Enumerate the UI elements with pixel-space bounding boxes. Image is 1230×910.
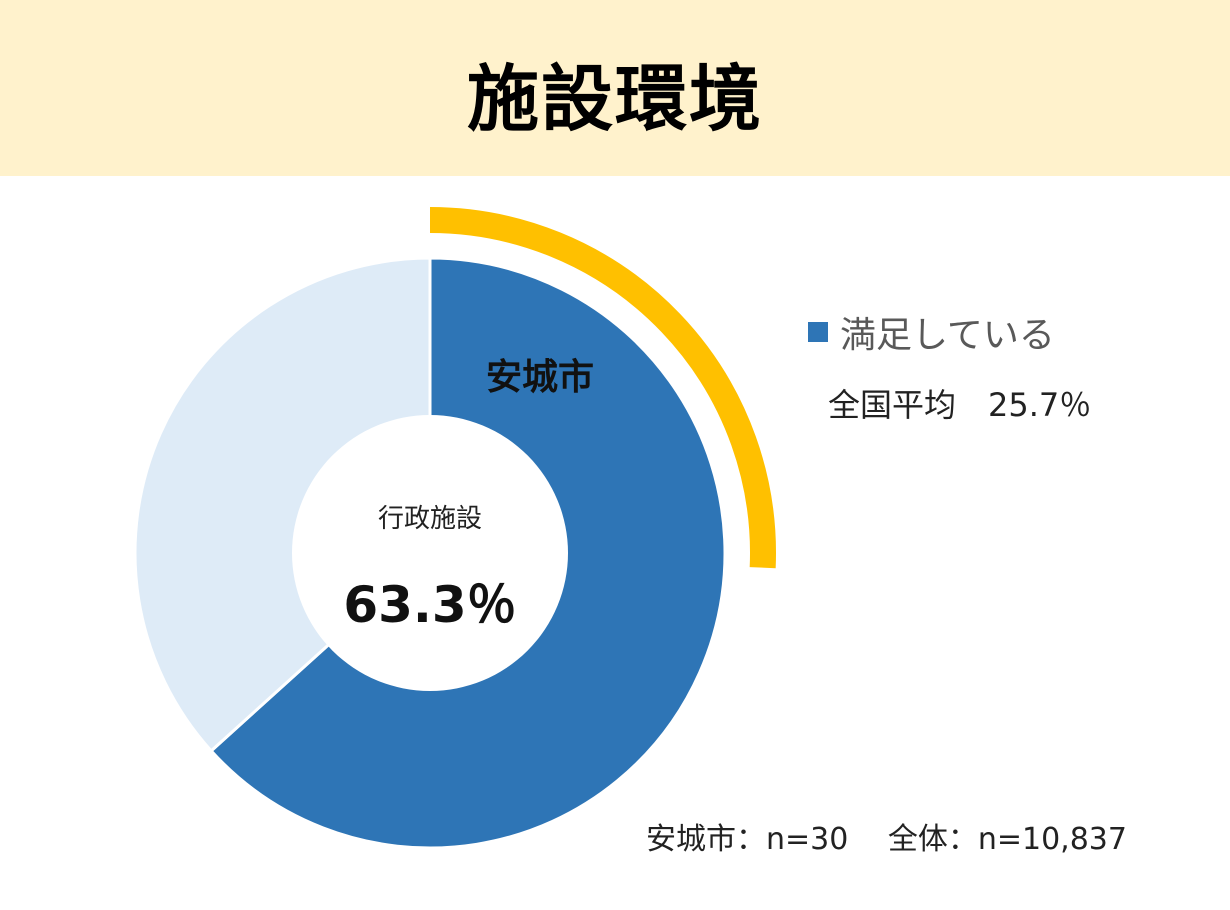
legend: 満足している [808,306,1055,358]
donut-hole [292,415,568,691]
national-average-arc [429,207,776,569]
title-banner: 施設環境 [0,0,1230,176]
pie-slice-2 [133,256,432,753]
legend-swatch [808,322,828,342]
center-category-label: 行政施設 [377,504,482,534]
sample-size-label: 安城市：n=30 全体：n=10,837 [646,822,1127,857]
city-label: 安城市 [485,357,594,398]
page-title: 施設環境 [466,57,763,141]
legend-label: 満足している [840,315,1055,356]
national-average-label: 全国平均 25.7％ [828,386,1092,424]
center-value-label: 63.3％ [343,576,517,634]
